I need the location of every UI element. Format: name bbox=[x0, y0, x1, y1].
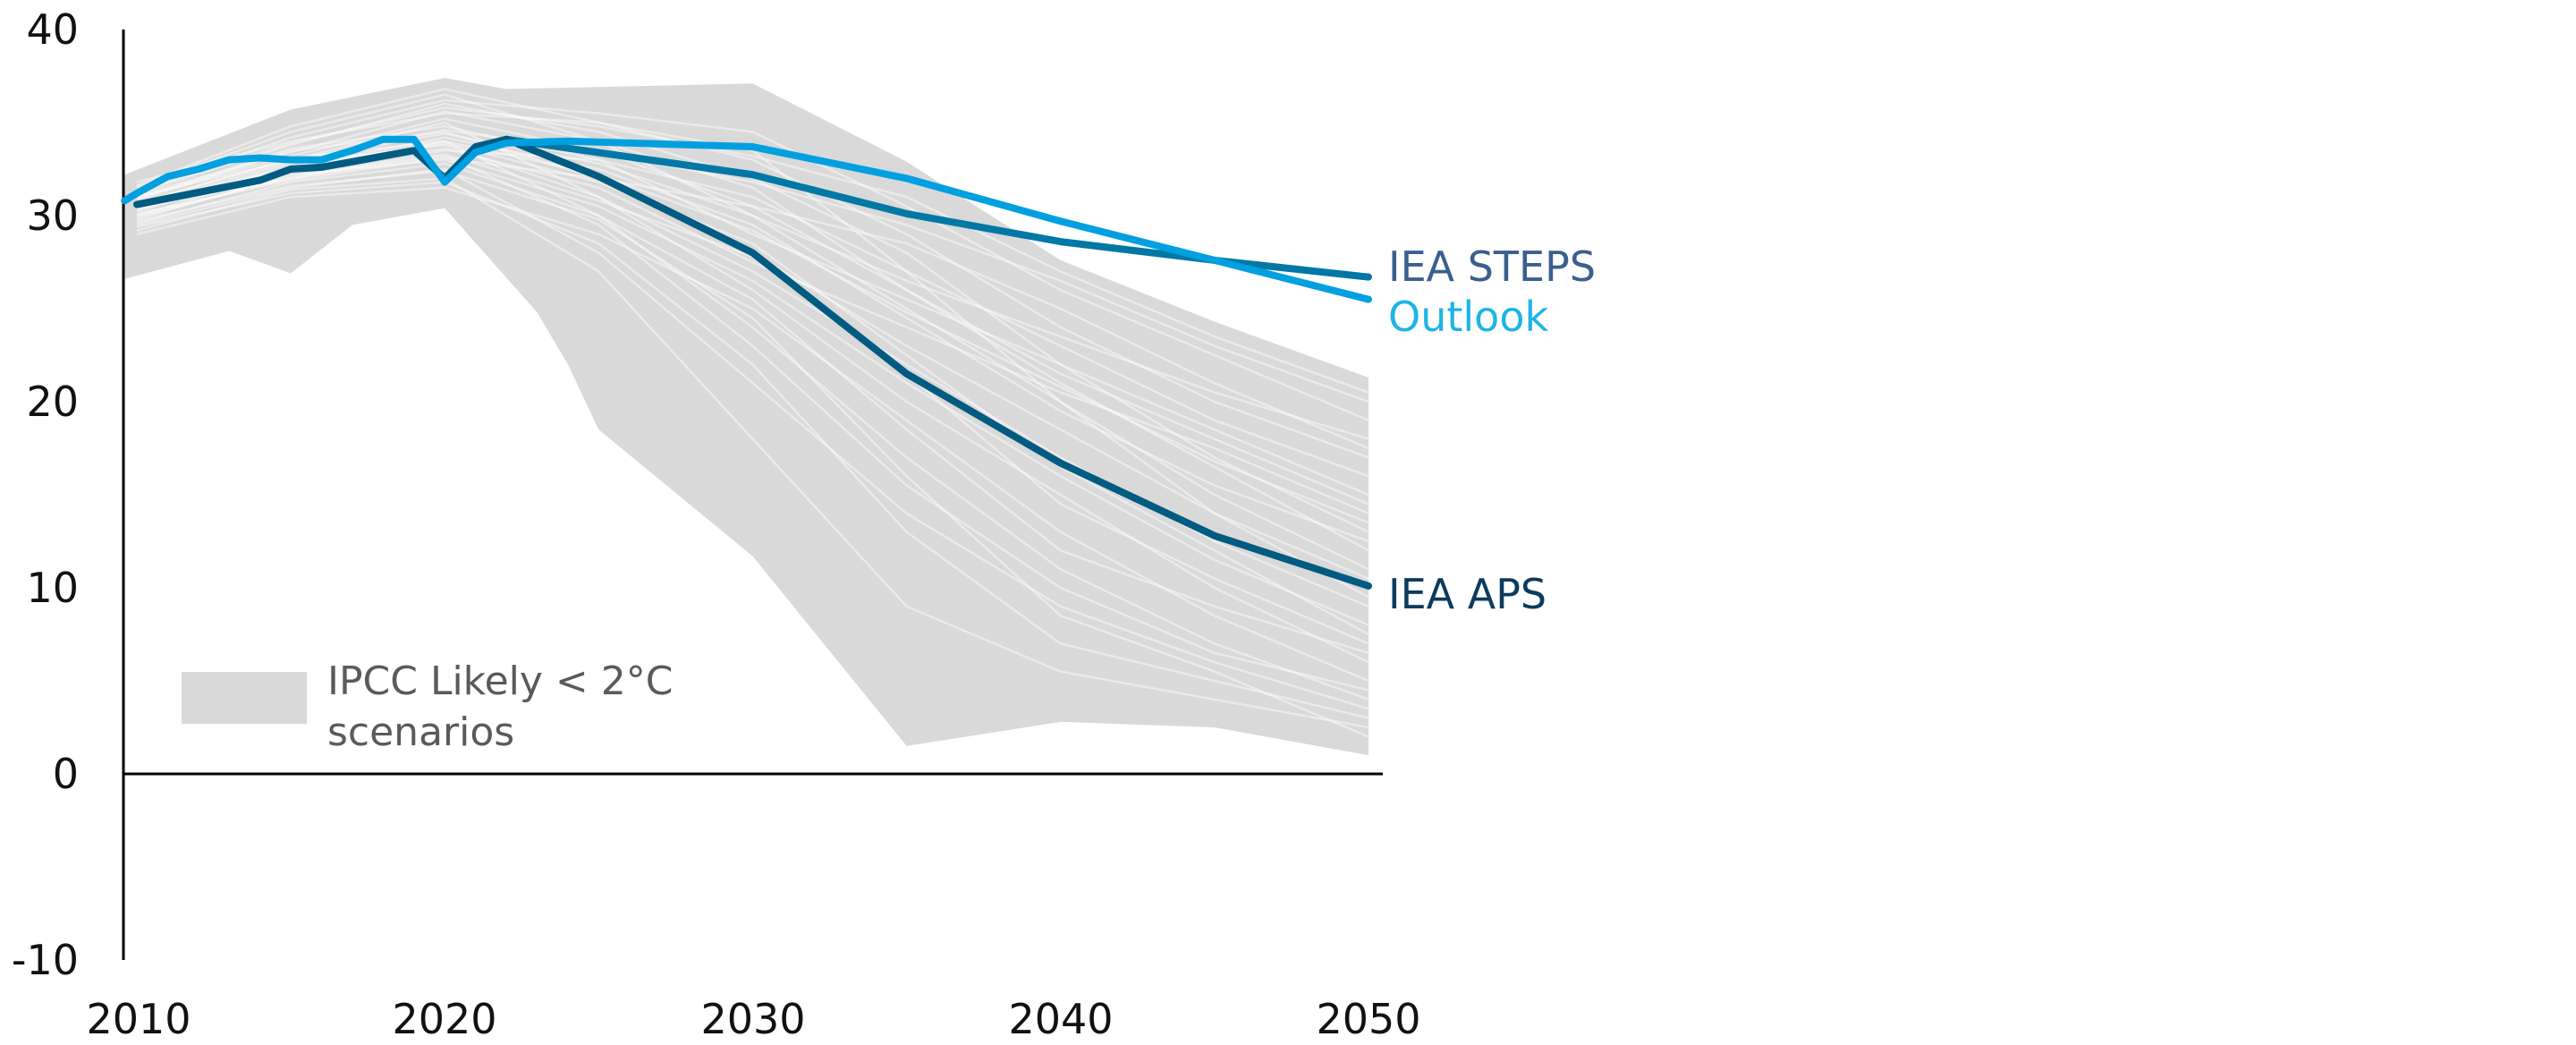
scenario-line bbox=[136, 124, 1369, 497]
scenario-line bbox=[136, 112, 1369, 459]
x-tick-label: 2030 bbox=[700, 995, 805, 1043]
scenario-line bbox=[136, 167, 1369, 710]
scenario-line bbox=[136, 177, 1369, 729]
x-tick-label: 2020 bbox=[392, 995, 496, 1043]
series-lines-layer bbox=[121, 135, 1372, 590]
series-label-iea-steps: IEA STEPS bbox=[1388, 242, 1596, 291]
scenario-line bbox=[136, 181, 1369, 719]
scenario-line bbox=[136, 149, 1369, 478]
scenario-line bbox=[136, 110, 1369, 552]
series-label-outlook: Outlook bbox=[1388, 293, 1548, 341]
x-tick-label: 2010 bbox=[86, 995, 191, 1043]
series-line-iea-steps bbox=[503, 135, 1372, 281]
x-tick-label: 2040 bbox=[1008, 995, 1113, 1043]
y-tick-label: 30 bbox=[26, 191, 79, 240]
scenario-lines-layer bbox=[136, 88, 1369, 738]
scenario-line bbox=[136, 169, 1369, 738]
ipcc-scenario-band bbox=[124, 78, 1369, 756]
y-tick-label: 40 bbox=[26, 5, 79, 54]
y-tick-label: -10 bbox=[12, 936, 79, 984]
scenario-line bbox=[136, 88, 1369, 599]
series-line-iea-aps bbox=[503, 135, 1372, 590]
scenario-line bbox=[136, 162, 1369, 654]
scenario-line bbox=[136, 102, 1369, 533]
series-line-history bbox=[133, 135, 511, 208]
scenario-line bbox=[136, 186, 1369, 683]
scenario-line bbox=[136, 141, 1369, 636]
y-tick-label: 10 bbox=[26, 564, 79, 612]
scenario-line bbox=[136, 121, 1369, 664]
legend-label-line2: scenarios bbox=[327, 709, 514, 755]
scenario-line bbox=[136, 158, 1369, 626]
scenario-line bbox=[136, 155, 1369, 692]
y-tick-label: 0 bbox=[53, 750, 79, 798]
legend-swatch-ipcc-band bbox=[182, 672, 307, 724]
scenario-line bbox=[136, 106, 1369, 394]
scenario-line bbox=[136, 140, 1369, 701]
series-line-outlook bbox=[121, 135, 1372, 303]
legend-label-line1: IPCC Likely < 2°C bbox=[327, 658, 673, 704]
series-label-iea-aps: IEA APS bbox=[1388, 570, 1546, 618]
scenario-line bbox=[136, 98, 1369, 421]
scenario-band-layer bbox=[124, 78, 1369, 756]
y-tick-label: 20 bbox=[26, 378, 79, 426]
x-tick-label: 2050 bbox=[1316, 995, 1420, 1043]
scenario-line bbox=[136, 117, 1369, 506]
scenario-line bbox=[136, 93, 1369, 571]
scenario-line bbox=[136, 157, 1369, 450]
legend: IPCC Likely < 2°C scenarios bbox=[182, 658, 673, 755]
